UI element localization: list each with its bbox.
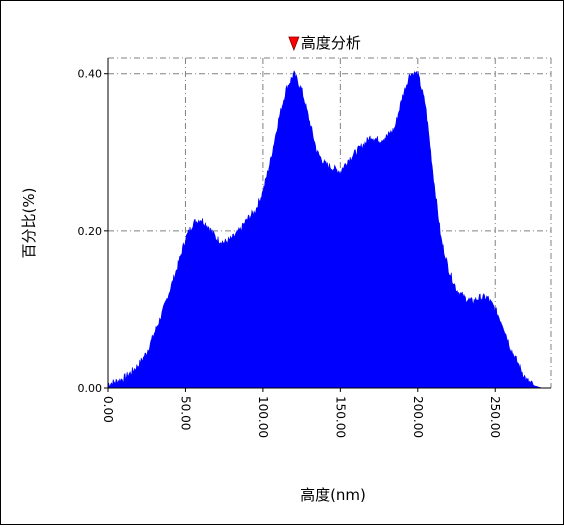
peak-marker: 高度分析 [288, 34, 361, 52]
y-tick-label-2: 0.40 [78, 68, 103, 81]
y-tick-label-0: 0.00 [78, 382, 103, 395]
y-axis-label: 百分比(%) [20, 188, 38, 259]
axes [107, 58, 551, 389]
x-tick-label-1: 50.00 [178, 396, 192, 430]
y-tick-labels: 0.00 0.20 0.40 [78, 68, 108, 395]
marker-triangle-icon[interactable] [288, 36, 300, 52]
x-tick-label-2: 100.00 [256, 396, 270, 438]
marker-label: 高度分析 [301, 34, 361, 52]
x-tick-label-5: 250.00 [488, 396, 502, 438]
x-tick-label-4: 200.00 [411, 396, 425, 438]
distribution-area [107, 70, 551, 389]
x-tick-labels: 0.00 50.00 100.00 150.00 200.00 250.00 [101, 388, 502, 438]
area-layer [107, 70, 551, 389]
x-tick-label-0: 0.00 [101, 396, 115, 423]
y-tick-label-1: 0.20 [78, 225, 103, 238]
x-axis-label: 高度(nm) [300, 486, 366, 504]
x-tick-label-3: 150.00 [333, 396, 347, 438]
